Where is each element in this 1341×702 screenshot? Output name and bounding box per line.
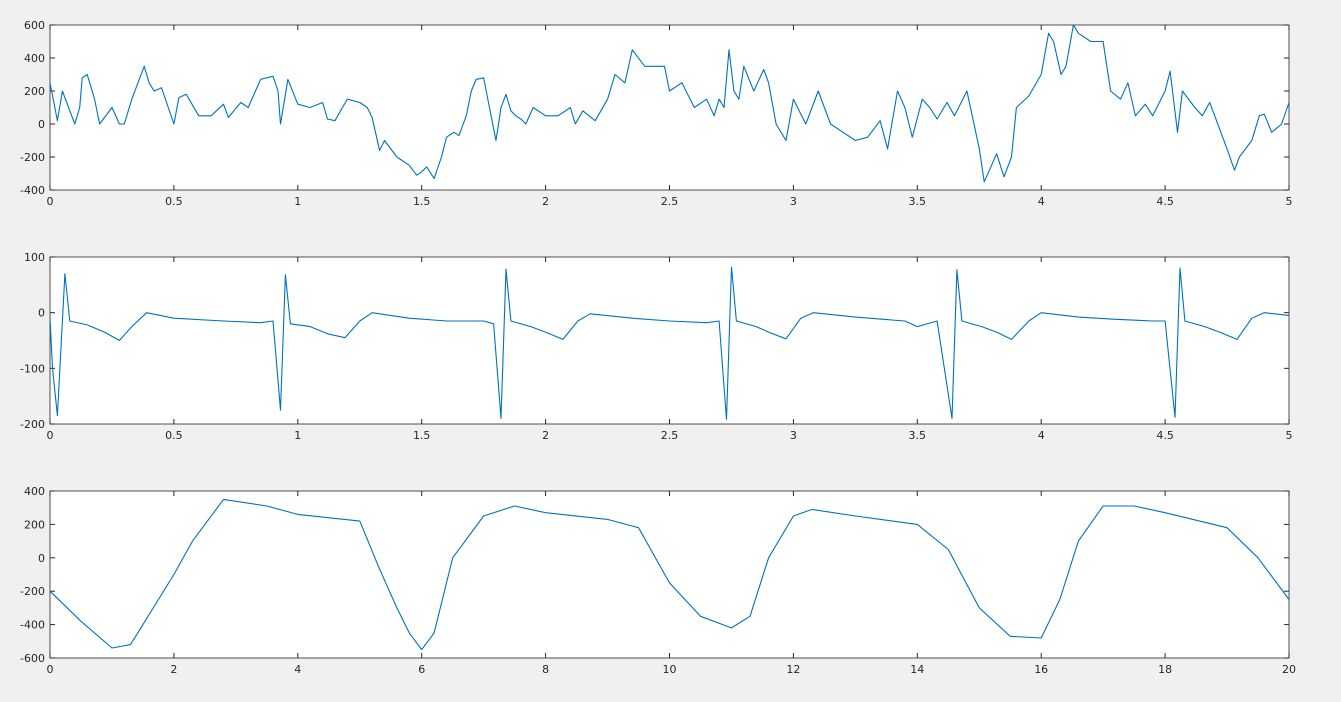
signal-line <box>49 266 1290 421</box>
x-tick-label: 4.5 <box>1156 429 1174 442</box>
x-tick-label: 6 <box>418 663 425 676</box>
x-tick-label: 20 <box>1282 663 1296 676</box>
x-tick-label: 0 <box>47 429 54 442</box>
signal-line <box>49 498 1290 651</box>
axes <box>49 490 1290 659</box>
x-tick-label: 1.5 <box>413 195 431 208</box>
y-tick-label: -600 <box>20 652 45 665</box>
axes <box>49 256 1290 425</box>
y-tick-label: -200 <box>20 151 45 164</box>
y-tick-label: 200 <box>24 85 45 98</box>
x-tick-label: 0.5 <box>165 195 183 208</box>
y-tick-label: -100 <box>20 362 45 375</box>
x-tick-label: 1.5 <box>413 429 431 442</box>
x-tick-label: 10 <box>663 663 677 676</box>
y-tick-label: -200 <box>20 585 45 598</box>
x-tick-label: 0.5 <box>165 429 183 442</box>
x-tick-label: 12 <box>786 663 800 676</box>
x-tick-label: 4 <box>1038 195 1045 208</box>
x-tick-label: 2 <box>170 663 177 676</box>
x-tick-label: 2 <box>542 429 549 442</box>
x-tick-label: 16 <box>1034 663 1048 676</box>
x-tick-label: 14 <box>910 663 924 676</box>
x-tick-label: 1 <box>294 195 301 208</box>
y-tick-label: 200 <box>24 518 45 531</box>
x-tick-label: 3 <box>790 429 797 442</box>
y-tick-label: -400 <box>20 184 45 197</box>
y-tick-label: 0 <box>38 118 45 131</box>
x-tick-label: 4.5 <box>1156 195 1174 208</box>
x-tick-label: 5 <box>1286 195 1293 208</box>
x-tick-label: 2 <box>542 195 549 208</box>
y-tick-label: 400 <box>24 485 45 498</box>
x-tick-label: 0 <box>47 195 54 208</box>
y-tick-label: -400 <box>20 619 45 632</box>
x-tick-label: 3 <box>790 195 797 208</box>
signal-line <box>49 24 1290 183</box>
axes <box>49 24 1290 191</box>
y-tick-label: 0 <box>38 552 45 565</box>
y-tick-label: 0 <box>38 307 45 320</box>
y-tick-label: 100 <box>24 251 45 264</box>
x-tick-label: 4 <box>1038 429 1045 442</box>
x-tick-label: 3.5 <box>909 429 927 442</box>
x-tick-label: 18 <box>1158 663 1172 676</box>
x-tick-label: 4 <box>294 663 301 676</box>
x-tick-label: 1 <box>294 429 301 442</box>
y-tick-label: 600 <box>24 19 45 32</box>
x-tick-label: 2.5 <box>661 429 679 442</box>
x-tick-label: 8 <box>542 663 549 676</box>
y-tick-label: 400 <box>24 52 45 65</box>
x-tick-label: 0 <box>47 663 54 676</box>
x-tick-label: 3.5 <box>909 195 927 208</box>
x-tick-label: 5 <box>1286 429 1293 442</box>
x-tick-label: 2.5 <box>661 195 679 208</box>
y-tick-label: -200 <box>20 418 45 431</box>
